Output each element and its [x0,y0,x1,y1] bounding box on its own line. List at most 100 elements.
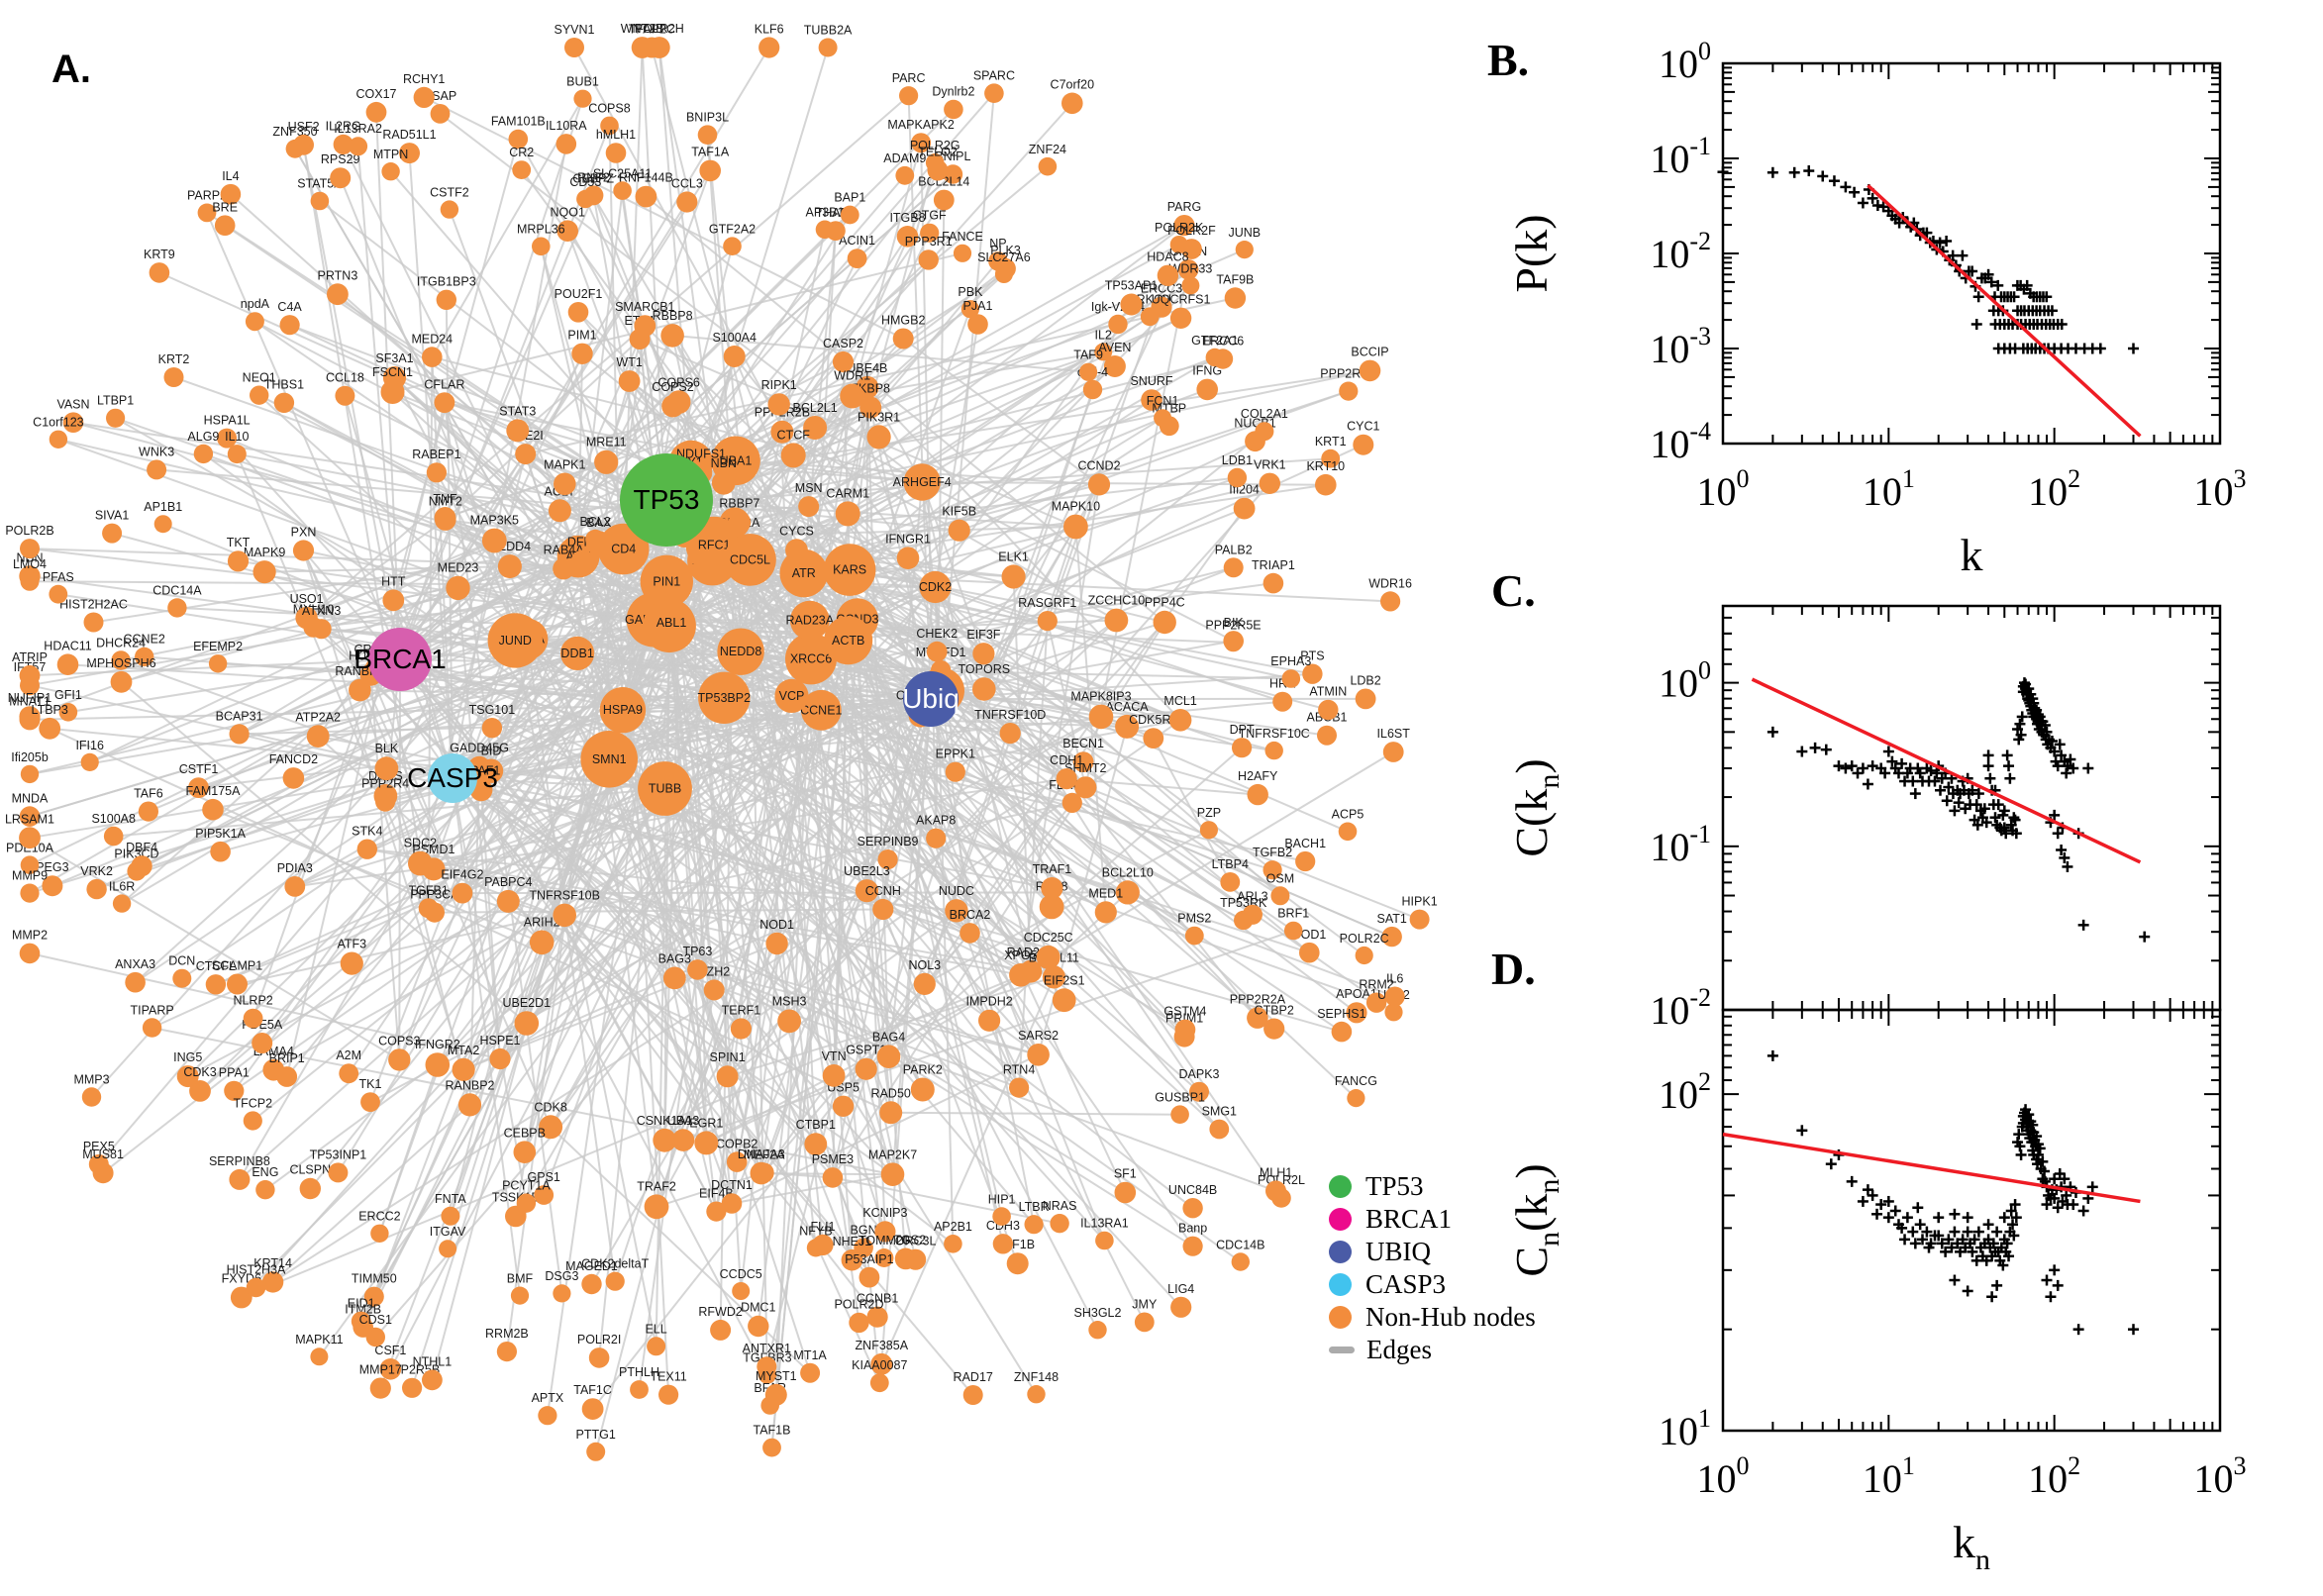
network-node-label: IFNG [1192,364,1222,378]
network-node [948,519,970,542]
network-node [349,678,371,702]
hub-node-casp3 [428,753,477,803]
network-node [102,523,123,544]
network-node [757,1356,777,1377]
network-node-label: GFI1 [54,688,82,702]
network-node [630,1380,649,1399]
hub-node-tp53 [620,453,713,547]
axis-tick-label: 100 [1697,464,1750,514]
network-node [1265,1180,1286,1202]
network-node-label: PIN1 [653,574,680,588]
network-node [42,875,63,897]
network-node [135,647,154,667]
network-node [506,419,530,443]
network-node [539,1115,563,1140]
network-node-label: UBA1 [720,453,753,467]
network-node-label: GPS1 [528,1170,560,1184]
network-node [481,528,507,553]
network-node-label: ATRIP [12,650,48,664]
network-edge [663,943,778,1142]
network-edge [423,96,904,340]
network-node-label: SYVN1 [555,23,595,37]
network-node-label: ZCCHC10 [1088,594,1146,608]
network-node-label: HSPA1L [204,414,251,428]
network-node [279,315,300,336]
network-node-label: ITGB8 [889,211,925,225]
network-node-label: IL13RA1 [1080,1217,1129,1231]
network-node [1169,307,1192,329]
network-node-label: CDC5L [730,552,770,566]
network-edge [762,1074,835,1174]
network-node-label: SMN1 [592,752,627,766]
network-node [1212,349,1234,369]
network-edge [740,719,1181,1030]
legend-label: BRCA1 [1365,1204,1453,1234]
legend-item-ubiq: UBIQ [1329,1236,1536,1268]
network-node [229,1168,251,1190]
network-node [564,38,584,57]
network-node-label: ITGAV [430,1225,466,1239]
network-node [960,300,980,319]
network-edge [651,47,823,711]
network-node-label: BGN [851,1224,877,1238]
network-node-label: ACTB [832,634,864,648]
network-node-label: COPS8 [588,102,630,116]
network-node-label: SIVA1 [95,509,130,523]
network-node [1380,591,1401,612]
network-edge [762,698,932,1173]
network-node [1235,241,1254,259]
network-node [1036,945,1060,969]
network-node [872,898,894,921]
network-node-label: TEX11 [650,1370,686,1384]
network-node [726,1151,748,1172]
network-node [710,1319,732,1341]
network-node-label: IL10RA [546,119,587,133]
network-node-label: PTGS2 [885,1234,926,1247]
network-node [39,717,61,740]
network-node-label: RNF2 [577,170,610,184]
network-edge [540,246,625,549]
network-node-label: VCP [779,689,805,703]
network-node [306,725,330,748]
network-node [363,1286,384,1307]
network-node [20,883,40,903]
network-node [613,181,632,200]
network-node-label: GADD45G [450,742,509,755]
network-node [631,37,654,58]
network-node-label: Dynlrb2 [932,85,974,99]
network-edge [788,482,1271,1023]
network-node-label: NTHL1 [413,1354,453,1368]
network-node-label: CHEK2 [916,627,958,641]
network-node-label: CSNK1A1 [637,1114,693,1128]
network-node [1088,1321,1107,1340]
network-node-label: IL6 [1386,972,1403,986]
network-node-label: MNAT1 [9,694,50,708]
network-node [554,472,576,496]
network-node [1094,901,1117,924]
network-node-label: PPP2R5E [1205,619,1261,633]
network-node-label: NP [989,237,1006,250]
network-node-label: HMGB2 [881,314,926,328]
network-edge [940,689,1259,1019]
network-node-label: TP63 [682,945,712,958]
network-node-label: COPS6 [657,375,699,389]
network-node [365,1327,385,1347]
network-node [1154,409,1172,428]
network-node [538,1406,557,1426]
network-node [570,549,596,575]
network-node-label: PPP2R4 [361,777,409,791]
network-node [866,425,891,449]
network-node [1182,1236,1203,1256]
network-edges [29,47,1420,1452]
network-node-label: COX17 [356,87,397,101]
network-node-label: Banp [1178,1222,1207,1236]
network-node-label: CDS1 [359,1313,392,1327]
network-node-label: TGFB2 [1253,846,1292,859]
network-edge [770,640,850,1448]
network-node-label: ERCC6 [1202,334,1244,348]
network-node-label: RFWD2 [698,1305,742,1319]
plot-frame [1721,604,2222,1012]
network-edge [763,1171,833,1179]
network-node-label: MSN [795,481,823,495]
network-node [1184,926,1204,946]
